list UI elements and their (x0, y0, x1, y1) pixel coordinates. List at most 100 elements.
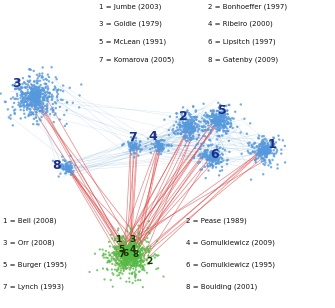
Point (136, 254, 142, 259)
Text: 6 = Gomulkiewicz (1995): 6 = Gomulkiewicz (1995) (186, 261, 275, 268)
Point (25, 83, 30, 87)
Point (125, 253, 130, 258)
Point (35, 95, 41, 100)
Point (189, 127, 194, 132)
Point (116, 258, 122, 263)
Point (200, 154, 206, 159)
Point (128, 263, 134, 268)
Point (34, 115, 39, 120)
Point (220, 119, 226, 124)
Point (212, 158, 217, 163)
Point (124, 266, 130, 271)
Point (186, 124, 191, 129)
Point (228, 124, 233, 129)
Point (157, 146, 162, 151)
Point (67, 167, 72, 172)
Point (263, 144, 268, 149)
Point (126, 253, 132, 258)
Point (123, 244, 128, 249)
Point (122, 258, 128, 263)
Point (183, 135, 189, 140)
Point (209, 162, 215, 167)
Point (34, 97, 39, 102)
Point (263, 144, 268, 149)
Point (215, 122, 220, 127)
Point (65, 165, 71, 170)
Point (113, 245, 118, 250)
Point (265, 148, 271, 153)
Point (131, 266, 136, 271)
Point (142, 253, 147, 258)
Point (217, 118, 222, 123)
Point (211, 154, 217, 159)
Point (224, 108, 230, 113)
Point (126, 253, 131, 258)
Point (65, 166, 70, 171)
Point (50, 94, 55, 99)
Point (36, 93, 41, 98)
Point (130, 247, 135, 252)
Point (40, 86, 46, 91)
Point (193, 109, 198, 114)
Point (15, 86, 20, 91)
Point (265, 149, 270, 154)
Point (43, 85, 48, 90)
Point (30, 93, 36, 98)
Point (64, 167, 70, 172)
Point (264, 155, 269, 160)
Text: 5 = Burger (1995): 5 = Burger (1995) (3, 261, 67, 268)
Point (160, 147, 166, 152)
Point (185, 121, 190, 126)
Point (21, 102, 27, 107)
Point (132, 256, 138, 261)
Point (127, 249, 132, 254)
Point (182, 114, 188, 119)
Point (133, 249, 138, 254)
Point (60, 166, 65, 171)
Point (132, 260, 138, 265)
Point (138, 252, 143, 257)
Point (156, 140, 161, 145)
Point (49, 94, 54, 99)
Point (208, 158, 214, 163)
Point (201, 101, 206, 106)
Point (123, 252, 128, 257)
Point (127, 260, 132, 265)
Point (166, 142, 171, 147)
Point (262, 152, 267, 156)
Point (47, 94, 52, 99)
Point (267, 151, 273, 156)
Point (26, 94, 31, 99)
Point (154, 148, 159, 153)
Point (216, 125, 221, 130)
Point (131, 261, 137, 266)
Point (127, 255, 132, 260)
Point (32, 95, 38, 100)
Point (169, 143, 174, 148)
Point (34, 85, 40, 90)
Point (34, 93, 39, 98)
Point (139, 239, 144, 244)
Point (121, 263, 127, 268)
Point (144, 258, 149, 263)
Point (130, 257, 135, 262)
Point (156, 140, 161, 145)
Point (41, 97, 46, 102)
Point (131, 252, 136, 257)
Point (131, 257, 136, 261)
Point (33, 99, 39, 104)
Point (36, 99, 42, 104)
Point (130, 143, 135, 148)
Point (154, 267, 159, 272)
Point (132, 147, 138, 152)
Point (212, 155, 217, 160)
Point (32, 101, 38, 106)
Point (133, 253, 139, 258)
Point (34, 99, 39, 104)
Point (122, 240, 128, 245)
Point (0, 108, 1, 113)
Point (36, 84, 42, 89)
Point (69, 164, 75, 169)
Point (157, 142, 162, 147)
Point (218, 126, 223, 131)
